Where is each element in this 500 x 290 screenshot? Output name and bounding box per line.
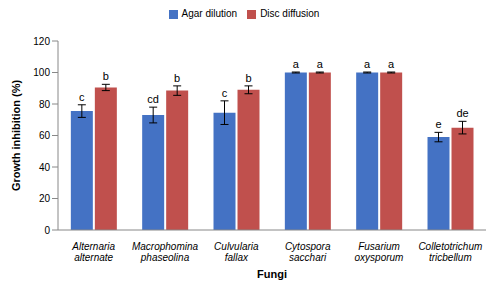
- svg-text:a: a: [293, 58, 300, 70]
- html-text:Agar dilution: Agar dilution: [181, 8, 238, 19]
- svg-text:c: c: [79, 91, 85, 103]
- svg-text:Alternariaalternate: Alternariaalternate: [71, 241, 115, 263]
- svg-text:cd: cd: [147, 93, 159, 105]
- svg-text:Colletotrichumtricbellum: Colletotrichumtricbellum: [418, 241, 482, 263]
- svg-text:Fungi: Fungi: [257, 268, 287, 280]
- svg-text:b: b: [245, 72, 251, 84]
- svg-text:c: c: [222, 87, 228, 99]
- svg-text:a: a: [364, 58, 371, 70]
- svg-text:Fusariumoxysporum: Fusariumoxysporum: [355, 241, 404, 263]
- svg-text:Cytosporasacchari: Cytosporasacchari: [285, 241, 331, 263]
- svg-text:60: 60: [39, 130, 51, 141]
- svg-text:Growth inhibition (%): Growth inhibition (%): [10, 80, 22, 192]
- svg-text:b: b: [174, 72, 180, 84]
- svg-text:80: 80: [39, 99, 51, 110]
- svg-text:de: de: [456, 107, 468, 119]
- svg-text:e: e: [435, 118, 441, 130]
- svg-text:120: 120: [33, 36, 50, 47]
- svg-text:b: b: [103, 70, 109, 82]
- svg-text:20: 20: [39, 193, 51, 204]
- svg-text:a: a: [317, 58, 324, 70]
- svg-text:100: 100: [33, 67, 50, 78]
- svg-text:Culvulariafallax: Culvulariafallax: [214, 241, 259, 263]
- svg-text:40: 40: [39, 162, 51, 173]
- svg-text:0: 0: [44, 225, 50, 236]
- html-text:Disc diffusion: Disc diffusion: [260, 8, 320, 19]
- svg-text:Macrophominaphaseolina: Macrophominaphaseolina: [132, 241, 199, 263]
- svg-text:a: a: [388, 58, 395, 70]
